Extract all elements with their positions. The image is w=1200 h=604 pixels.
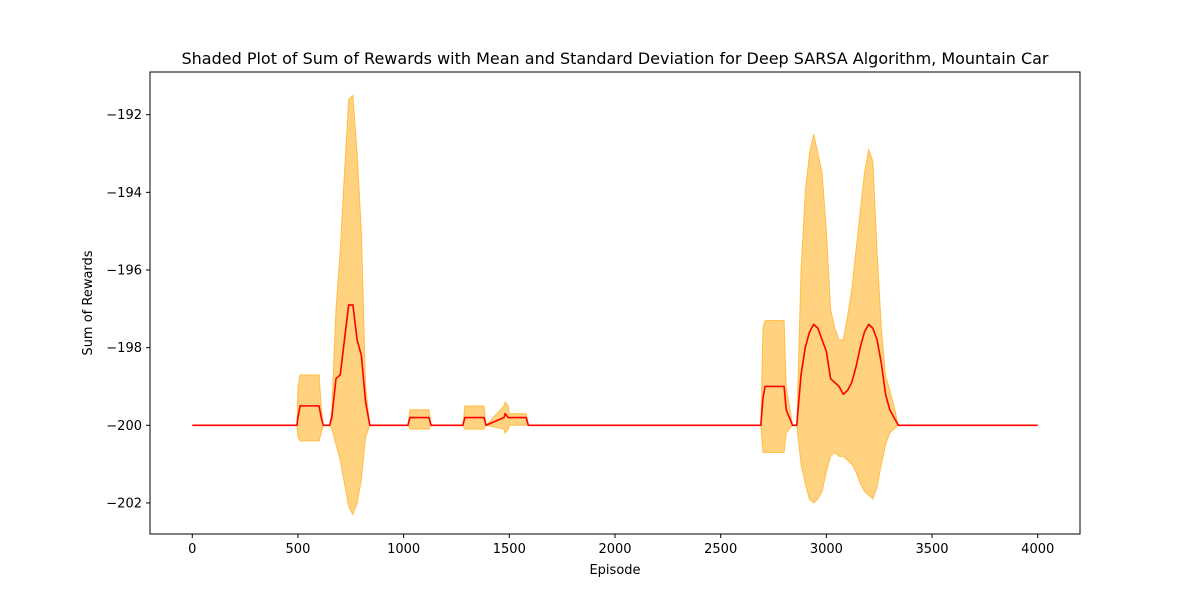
- y-tick-label: −202: [106, 496, 142, 511]
- y-tick-label: −198: [106, 341, 142, 356]
- x-axis-label: Episode: [589, 563, 640, 578]
- x-tick-label: 3000: [810, 542, 843, 557]
- x-tick-label: 1500: [493, 542, 526, 557]
- std-band: [192, 94, 1038, 516]
- y-tick-label: −192: [106, 108, 142, 123]
- y-axis-label: Sum of Rewards: [81, 250, 96, 355]
- y-tick-label: −194: [106, 186, 142, 201]
- x-tick-label: 0: [188, 542, 196, 557]
- x-tick-label: 2500: [704, 542, 737, 557]
- y-tick-label: −200: [106, 419, 142, 434]
- plot-frame: [149, 71, 1081, 535]
- y-tick-label: −196: [106, 264, 142, 279]
- x-tick-label: 1000: [387, 542, 420, 557]
- x-tick-label: 2000: [598, 542, 631, 557]
- x-tick-label: 500: [286, 542, 311, 557]
- mean-line: [192, 304, 1038, 427]
- chart-title: Shaded Plot of Sum of Rewards with Mean …: [181, 49, 1048, 68]
- x-tick-label: 4000: [1021, 542, 1054, 557]
- x-tick-label: 3500: [915, 542, 948, 557]
